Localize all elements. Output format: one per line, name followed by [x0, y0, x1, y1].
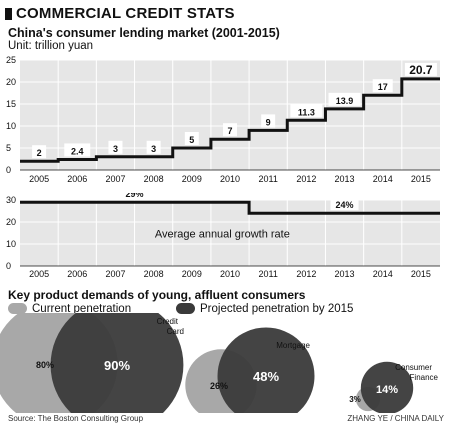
data-label: 20.7 — [409, 63, 433, 77]
data-label: 24% — [336, 200, 354, 210]
category-label: Finance — [410, 373, 439, 382]
page-title: COMMERCIAL CREDIT STATS — [16, 5, 235, 22]
y-tick-label: 20 — [6, 77, 16, 87]
category-label: Credit — [157, 317, 179, 326]
lending-chart-unit: Unit: trillion yuan — [8, 40, 94, 52]
x-tick-label: 2010 — [220, 174, 240, 184]
header-block-mark — [5, 8, 12, 20]
data-label: 2.4 — [71, 146, 84, 156]
legend-swatch-projected — [176, 303, 195, 314]
x-tick-label: 2011 — [259, 174, 278, 184]
data-label-bg — [146, 140, 161, 154]
x-tick-label: 2014 — [373, 269, 393, 279]
data-label: 2 — [37, 148, 42, 158]
legend-item-current: Current penetration — [8, 303, 131, 315]
source-note: Source: The Boston Consulting Group — [8, 414, 144, 423]
x-tick-label: 2010 — [220, 269, 240, 279]
data-label-current: 3% — [349, 395, 361, 404]
data-label: 29% — [126, 193, 144, 199]
data-label-bg — [261, 114, 276, 128]
data-label-current: 80% — [36, 360, 54, 370]
data-label: 9 — [266, 117, 271, 127]
y-tick-label: 10 — [6, 121, 16, 131]
data-label-bg — [330, 198, 359, 211]
credit-note: ZHANG YE / CHINA DAILY — [347, 414, 444, 423]
x-tick-label: 2007 — [105, 269, 125, 279]
chart-annotation: Average annual growth rate — [155, 228, 290, 240]
y-tick-label: 10 — [6, 239, 16, 249]
header-bar: COMMERCIAL CREDIT STATS — [5, 5, 445, 22]
data-label: 11.3 — [298, 107, 315, 117]
x-tick-label: 2008 — [144, 174, 164, 184]
x-tick-label: 2005 — [29, 174, 49, 184]
data-label: 17 — [378, 82, 388, 92]
legend-item-projected: Projected penetration by 2015 — [176, 303, 353, 315]
category-label: Mortgage — [276, 341, 310, 350]
x-tick-label: 2007 — [105, 174, 125, 184]
data-label-bg — [184, 132, 199, 145]
x-tick-label: 2012 — [296, 174, 316, 184]
data-label-bg — [223, 123, 237, 137]
data-label-projected: 90% — [104, 358, 130, 373]
y-tick-label: 25 — [6, 55, 16, 65]
legend-label-current: Current penetration — [32, 303, 132, 315]
y-tick-label: 5 — [6, 143, 11, 153]
data-label-bg — [290, 104, 323, 118]
data-label-projected: 48% — [253, 369, 279, 384]
x-tick-label: 2015 — [411, 269, 431, 279]
data-label: 5 — [189, 135, 194, 145]
x-tick-label: 2005 — [29, 269, 49, 279]
data-label-bg — [108, 140, 123, 154]
y-tick-label: 15 — [6, 99, 16, 109]
data-label-bg — [120, 193, 149, 200]
bubble-chart-title: Key product demands of young, affluent c… — [8, 288, 306, 302]
category-label: Consumer — [395, 363, 432, 372]
data-label-bg — [328, 92, 361, 106]
lending-chart-title: China's consumer lending market (2001-20… — [8, 26, 280, 40]
bubble-projected — [50, 313, 184, 413]
series-step-line — [20, 77, 440, 163]
legend-label-projected: Projected penetration by 2015 — [200, 303, 354, 315]
data-label-bg — [32, 145, 47, 159]
x-tick-label: 2012 — [296, 269, 316, 279]
x-tick-label: 2009 — [182, 174, 202, 184]
category-label: Card — [167, 327, 184, 336]
data-label-current: 26% — [210, 381, 228, 391]
x-tick-label: 2008 — [144, 269, 164, 279]
data-label-bg — [372, 79, 393, 93]
growth-rate-chart: 0 10 20 30 29% 24% Average annual growth rate 2… — [6, 193, 440, 279]
x-tick-label: 2009 — [182, 269, 202, 279]
x-tick-label: 2006 — [67, 174, 87, 184]
data-label-bg — [404, 62, 437, 76]
x-tick-label: 2006 — [67, 269, 87, 279]
bubble-projected — [360, 361, 414, 413]
y-tick-label: 0 — [6, 165, 11, 175]
x-tick-label: 2015 — [411, 174, 431, 184]
lending-step-chart: 0 5 10 15 20 25 2 2005 2.4 2006 3 2007 3 2008 5 2009 7 20… — [6, 55, 440, 184]
x-tick-label: 2011 — [259, 269, 278, 279]
data-label: 13.9 — [336, 96, 354, 106]
x-tick-label: 2013 — [335, 174, 355, 184]
bubble-projected — [217, 327, 315, 413]
plot-background — [20, 200, 440, 266]
data-label-projected: 14% — [376, 384, 398, 396]
legend-swatch-current — [8, 303, 27, 314]
x-tick-label: 2014 — [373, 174, 393, 184]
data-label-bg — [64, 143, 91, 157]
data-label: 3 — [151, 144, 156, 154]
data-label: 7 — [227, 126, 232, 136]
y-tick-label: 0 — [6, 261, 11, 271]
series-step-line — [20, 200, 440, 215]
data-label: 3 — [113, 144, 118, 154]
y-tick-label: 20 — [6, 217, 16, 227]
x-tick-label: 2013 — [335, 269, 355, 279]
y-tick-label: 30 — [6, 195, 16, 205]
